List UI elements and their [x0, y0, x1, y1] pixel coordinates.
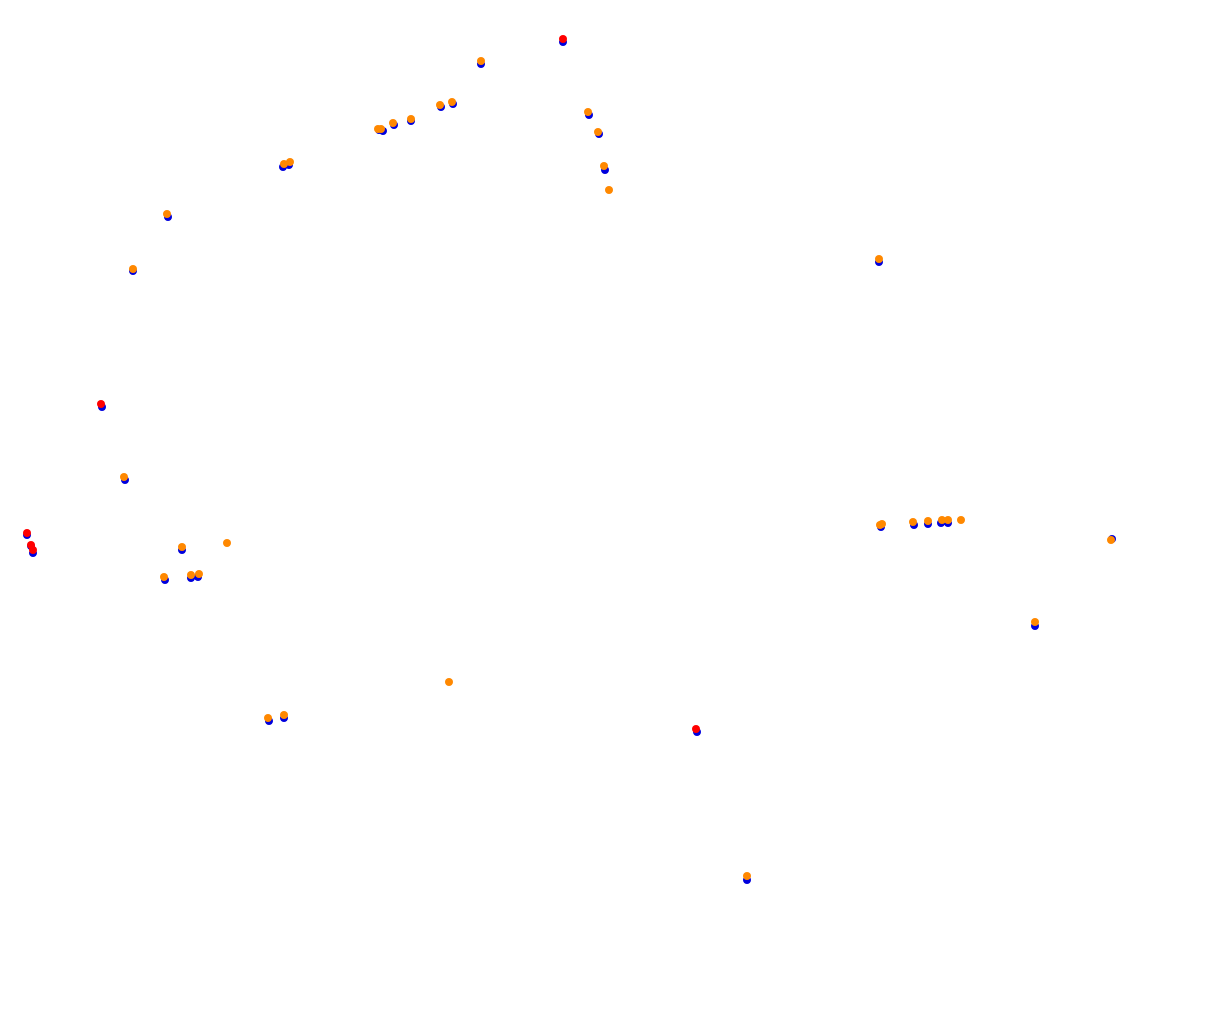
scatter-point-orange-31: [957, 516, 965, 524]
scatter-point-orange-23: [605, 186, 613, 194]
scatter-point-orange-11: [120, 473, 128, 481]
scatter-point-orange-13: [223, 539, 231, 547]
scatter-point-orange-19: [445, 678, 453, 686]
scatter-marks: [23, 35, 1116, 884]
scatter-point-orange-3: [407, 115, 415, 123]
scatter-point-orange-33: [1031, 618, 1039, 626]
scatter-point-orange-12: [178, 543, 186, 551]
scatter-point-orange-16: [195, 570, 203, 578]
scatter-point-orange-34: [743, 872, 751, 880]
scatter-point-orange-9: [163, 210, 171, 218]
scatter-point-orange-8: [280, 160, 288, 168]
scatter-point-red-5: [692, 725, 700, 733]
scatter-point-orange-21: [594, 128, 602, 136]
scatter-point-red-1: [97, 400, 105, 408]
scatter-point-orange-1: [448, 98, 456, 106]
scatter-point-orange-10: [129, 265, 137, 273]
scatter-point-orange-24: [875, 255, 883, 263]
scatter-point-orange-27: [909, 518, 917, 526]
scatter-point-orange-32: [1107, 536, 1115, 544]
scatter-point-orange-30: [944, 516, 952, 524]
scatter-point-orange-20: [584, 108, 592, 116]
scatter-point-orange-0: [477, 57, 485, 65]
scatter-point-orange-26: [878, 520, 886, 528]
scatter-point-orange-4: [389, 119, 397, 127]
scatter-point-orange-6: [374, 125, 382, 133]
scatter-point-orange-2: [436, 101, 444, 109]
scatter-point-orange-17: [264, 714, 272, 722]
scatter-point-red-0: [559, 35, 567, 43]
scatter-point-orange-28: [924, 517, 932, 525]
scatter-point-red-2: [23, 529, 31, 537]
scatter-point-orange-14: [160, 573, 168, 581]
scatter-point-orange-18: [280, 711, 288, 719]
scatter-point-red-4: [29, 546, 37, 554]
scatter-point-orange-15: [187, 571, 195, 579]
scatter-point-orange-29: [938, 516, 946, 524]
scatter-point-orange-22: [600, 162, 608, 170]
